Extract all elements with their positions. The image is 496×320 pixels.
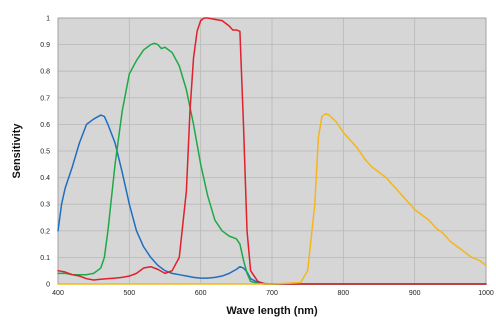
y-tick-label: 0.9 — [40, 42, 50, 49]
y-tick-label: 0.4 — [40, 175, 50, 182]
y-tick-label: 0.8 — [40, 69, 50, 76]
tick-labels: 400 500 600 700 800 900 1000 0 0.1 0.2 0.3 0.4 0.5 0.… — [40, 16, 494, 298]
y-tick-label: 0.1 — [40, 255, 50, 262]
x-tick-label: 400 — [52, 290, 64, 297]
y-tick-label: 0.5 — [40, 149, 50, 156]
x-tick-label: 500 — [123, 290, 135, 297]
y-tick-label: 1 — [46, 16, 50, 23]
y-tick-label: 0 — [46, 282, 50, 289]
x-tick-label: 1000 — [478, 290, 494, 297]
x-tick-label: 800 — [337, 290, 349, 297]
series-line-2 — [57, 42, 487, 285]
x-tick-label: 700 — [266, 290, 278, 297]
y-tick-label: 0.2 — [40, 228, 50, 235]
series-line-3 — [57, 17, 487, 285]
y-tick-label: 0.6 — [40, 122, 50, 129]
y-tick-label: 0.7 — [40, 95, 50, 102]
series-line-4 — [57, 113, 487, 285]
y-axis-title: Sensitivity — [11, 123, 23, 179]
x-tick-label: 600 — [195, 290, 207, 297]
series-group — [57, 17, 487, 285]
x-tick-label: 900 — [409, 290, 421, 297]
y-tick-label: 0.3 — [40, 202, 50, 209]
x-axis-title: Wave length (nm) — [226, 305, 318, 317]
